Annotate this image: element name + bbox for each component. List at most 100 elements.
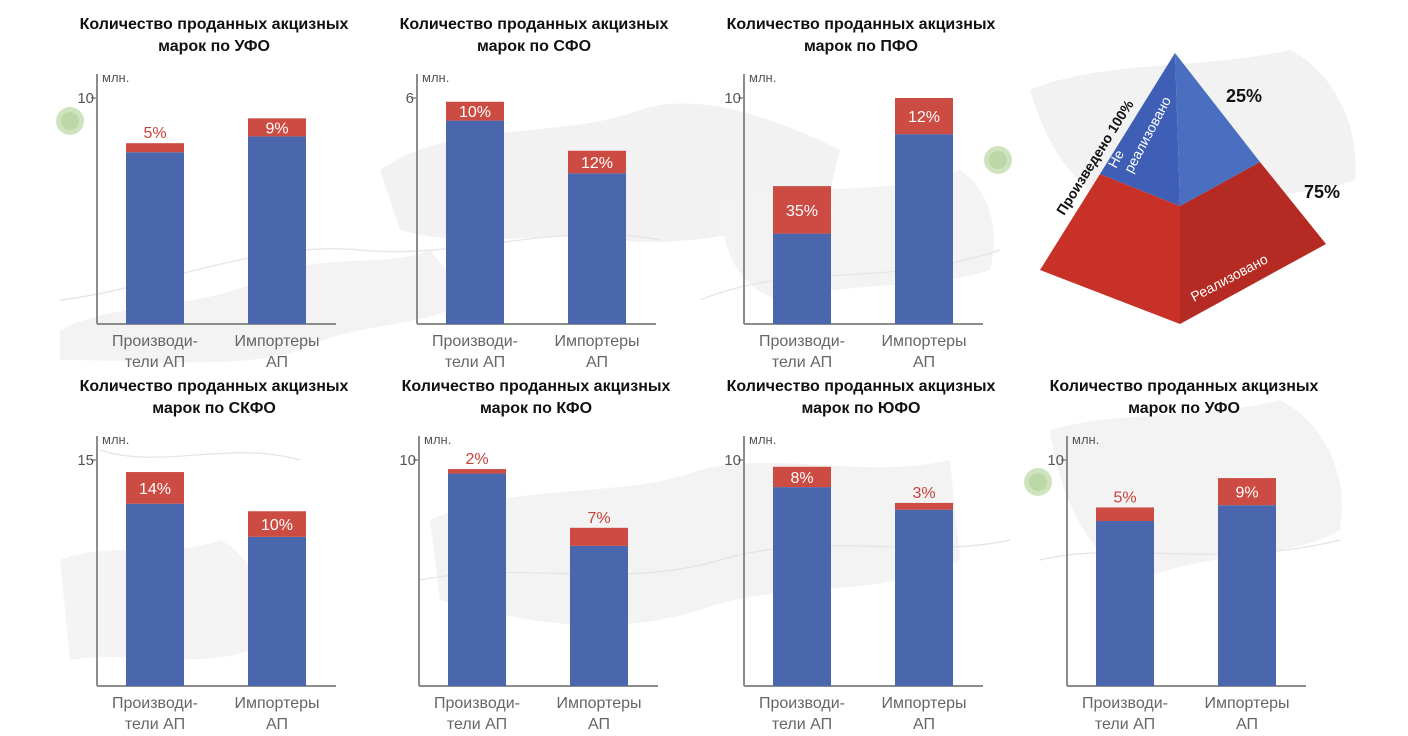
x-category-label-importers-line1: Импортеры — [234, 333, 319, 350]
bar-percent-label-producers: 35% — [786, 203, 818, 220]
x-category-label-producers-line1: Производи- — [1082, 695, 1168, 712]
bar-chart: млн. 10 Производи- тели АП Импортеры АП … — [399, 432, 658, 733]
x-category-label-importers-line2: АП — [1236, 716, 1258, 733]
bar-remaining-segment — [773, 466, 831, 488]
bar-percent-label-producers: 10% — [459, 104, 491, 121]
pyramid-top-label-line1: Не — [1105, 147, 1128, 171]
x-category-label-importers-line1: Импортеры — [554, 333, 639, 350]
bar-remaining-segment — [446, 101, 504, 121]
x-category-label-importers-line1: Импортеры — [556, 695, 641, 712]
chart-title: Количество проданных акцизных марок по К… — [386, 376, 686, 420]
bar-percent-label-importers: 7% — [587, 510, 610, 527]
bar-remaining-segment — [568, 150, 626, 174]
chart-title-line1: Количество проданных акцизных — [401, 378, 671, 395]
chart-title-line1: Количество проданных акцизных — [399, 16, 669, 33]
y-unit-label: млн. — [102, 70, 129, 85]
chart-title-line1: Количество проданных акцизных — [79, 378, 349, 395]
x-category-label-importers-line2: АП — [913, 716, 935, 733]
x-category-label-importers-line2: АП — [266, 716, 288, 733]
y-tick-label: 10 — [399, 452, 416, 469]
x-category-label-importers-line1: Импортеры — [234, 695, 319, 712]
chart-title-line1: Количество проданных акцизных — [726, 16, 996, 33]
y-tick-label: 10 — [1047, 452, 1064, 469]
y-tick-label: 10 — [724, 452, 741, 469]
bar-percent-label-importers: 12% — [908, 109, 940, 126]
chart-title: Количество проданных акцизных марок по Ю… — [711, 376, 1011, 420]
y-unit-label: млн. — [424, 432, 451, 447]
y-tick-label: 6 — [406, 90, 414, 107]
x-category-label-producers-line2: тели АП — [445, 354, 505, 371]
bar-sold-segment — [248, 136, 306, 324]
chart-title-line2: марок по СКФО — [152, 400, 276, 417]
bar-sold-segment — [448, 473, 506, 686]
bar-remaining-segment — [570, 527, 628, 546]
pyramid-top-right-face — [1175, 53, 1260, 206]
bar-remaining-segment — [895, 502, 953, 510]
bar-sold-segment — [773, 233, 831, 324]
x-category-label-importers-line2: АП — [586, 354, 608, 371]
bar-sold-segment — [1218, 505, 1276, 686]
bar-sold-segment — [568, 173, 626, 324]
chart-title-line2: марок по УФО — [1128, 400, 1240, 417]
y-unit-label: млн. — [422, 70, 449, 85]
bar-remaining-segment — [126, 143, 184, 153]
bar-chart: млн. 10 Производи- тели АП Импортеры АП … — [1047, 432, 1306, 733]
chart-title-line2: марок по КФО — [479, 400, 593, 417]
x-category-label-importers-line2: АП — [266, 354, 288, 371]
x-category-label-producers-line2: тели АП — [1095, 716, 1155, 733]
bar-percent-label-importers: 10% — [261, 517, 293, 534]
pyramid-bottom-left-face — [1040, 174, 1180, 324]
chart-title-line1: Количество проданных акцизных — [79, 16, 349, 33]
chart-panel-sfo: Количество проданных акцизных марок по С… — [384, 14, 684, 374]
chart-title: Количество проданных акцизных марок по С… — [384, 14, 684, 58]
bar-chart: млн. 15 Производи- тели АП Импортеры АП … — [77, 432, 336, 733]
x-category-label-producers-line1: Производи- — [112, 333, 198, 350]
chart-title-line2: марок по ПФО — [803, 38, 918, 55]
y-tick-label: 10 — [77, 90, 94, 107]
bar-percent-label-producers: 5% — [143, 125, 166, 142]
bar-percent-label-importers: 9% — [265, 120, 288, 137]
bar-remaining-segment — [448, 469, 506, 474]
x-category-label-producers-line1: Производи- — [759, 333, 845, 350]
chart-title-line2: марок по СФО — [476, 38, 592, 55]
chart-panel-skfo: Количество проданных акцизных марок по С… — [64, 376, 364, 736]
x-category-label-producers-line2: тели АП — [447, 716, 507, 733]
y-tick-label: 15 — [77, 452, 94, 469]
bar-sold-segment — [895, 509, 953, 686]
x-category-label-importers-line1: Импортеры — [881, 695, 966, 712]
bar-percent-label-producers: 5% — [1113, 489, 1136, 506]
bar-sold-segment — [570, 545, 628, 686]
pyramid-bottom-percent: 75% — [1304, 182, 1340, 202]
x-category-label-producers-line2: тели АП — [125, 354, 185, 371]
bar-remaining-segment — [126, 472, 184, 504]
x-category-label-importers-line2: АП — [588, 716, 610, 733]
x-category-label-importers-line1: Импортеры — [881, 333, 966, 350]
bar-percent-label-producers: 2% — [465, 451, 488, 468]
bar-sold-segment — [126, 503, 184, 686]
pyramid-bottom-right-face — [1180, 162, 1326, 324]
x-category-label-producers-line1: Производи- — [759, 695, 845, 712]
x-category-label-producers-line1: Производи- — [434, 695, 520, 712]
bar-remaining-segment — [248, 118, 306, 137]
y-tick-label: 10 — [724, 90, 741, 107]
y-unit-label: млн. — [102, 432, 129, 447]
y-unit-label: млн. — [1072, 432, 1099, 447]
pyramid-diagram: Произведено 100% Не реализовано Реализов… — [1040, 53, 1340, 324]
chart-title: Количество проданных акцизных марок по П… — [711, 14, 1011, 58]
bar-percent-label-producers: 8% — [790, 470, 813, 487]
bar-remaining-segment — [1096, 507, 1154, 522]
chart-title-line2: марок по ЮФО — [801, 400, 921, 417]
chart-title-line1: Количество проданных акцизных — [726, 378, 996, 395]
x-category-label-producers-line2: тели АП — [772, 716, 832, 733]
x-category-label-producers-line2: тели АП — [125, 716, 185, 733]
bar-percent-label-importers: 9% — [1235, 485, 1258, 502]
bar-chart: млн. 10 Производи- тели АП Импортеры АП … — [724, 70, 983, 371]
bar-sold-segment — [126, 152, 184, 324]
y-unit-label: млн. — [749, 432, 776, 447]
y-unit-label: млн. — [749, 70, 776, 85]
chart-title: Количество проданных акцизных марок по У… — [1034, 376, 1334, 420]
chart-title: Количество проданных акцизных марок по С… — [64, 376, 364, 420]
x-category-label-producers-line1: Производи- — [112, 695, 198, 712]
bar-chart: млн. 10 Производи- тели АП Импортеры АП … — [724, 432, 983, 733]
bar-remaining-segment — [248, 511, 306, 537]
